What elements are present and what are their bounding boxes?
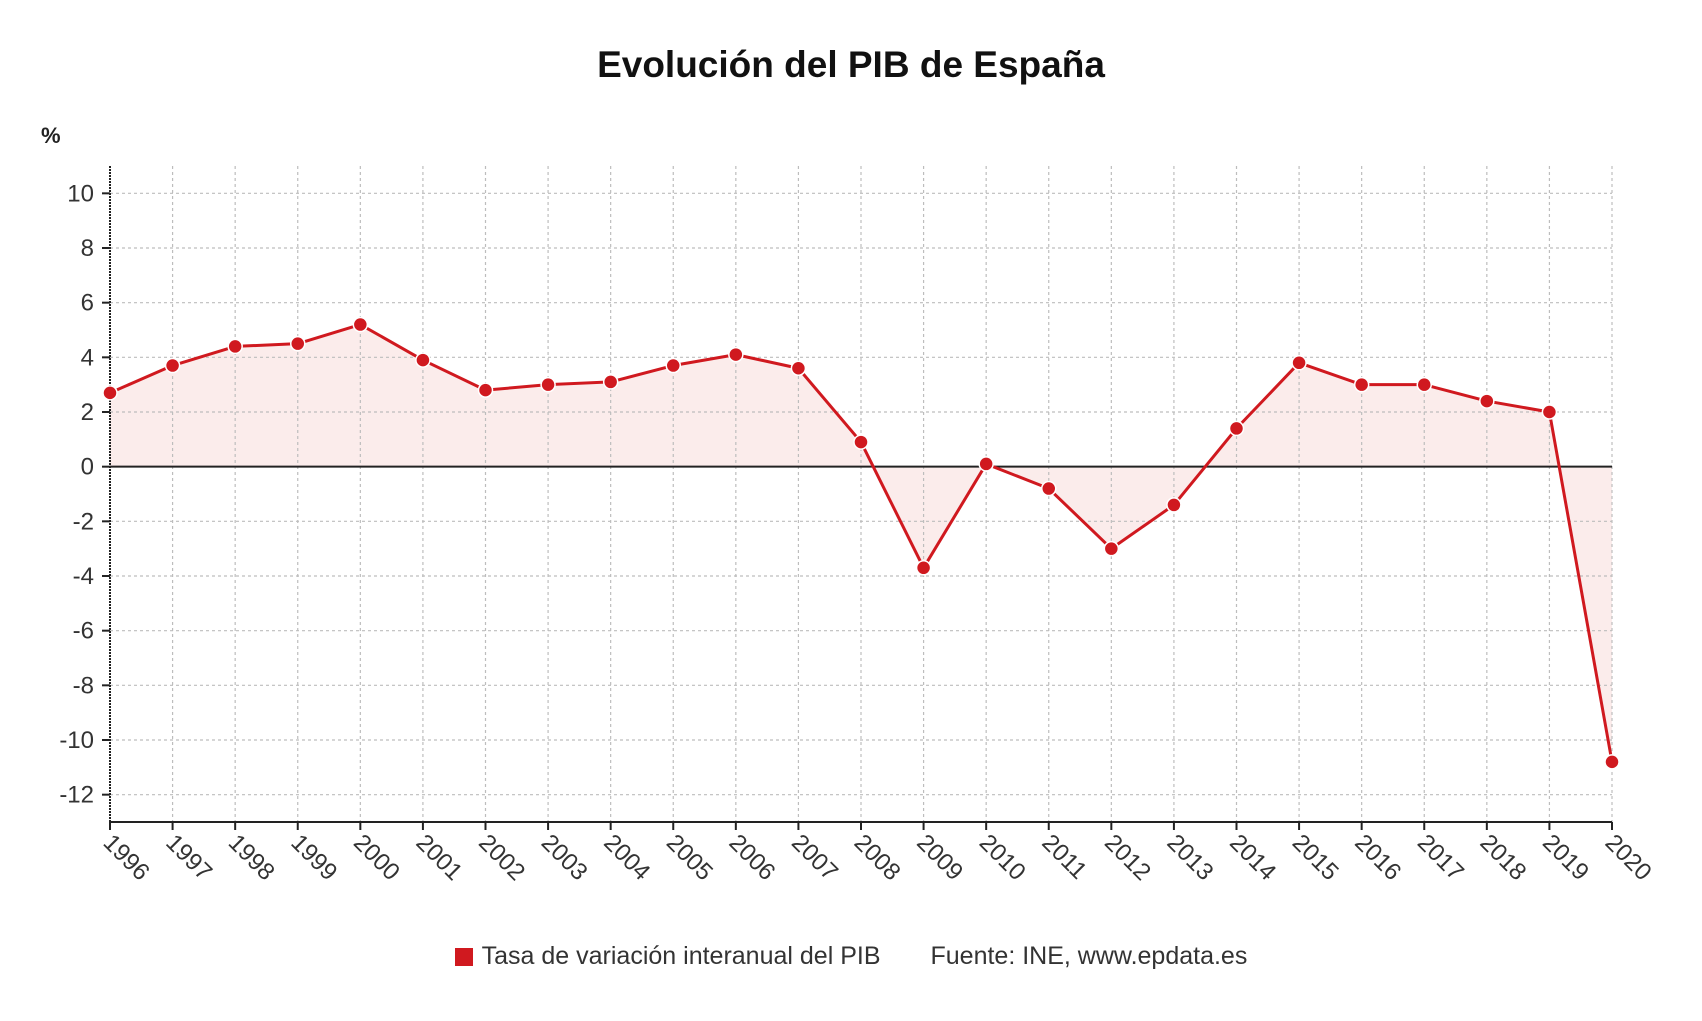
x-tick-label-2010: 2010 — [974, 829, 1031, 886]
y-tick-label-4: 4 — [81, 344, 94, 371]
y-tick-labels-group: 10 8 6 4 2 0 -2 -4 -6 -8 -10 -12 — [59, 180, 110, 809]
x-tick-label-1997: 1997 — [160, 829, 217, 886]
x-tick-label-2008: 2008 — [849, 829, 906, 886]
data-point-2014 — [1228, 420, 1245, 437]
data-point-2016 — [1353, 376, 1370, 393]
x-tick-label-2019: 2019 — [1537, 829, 1594, 886]
x-tick-label-2013: 2013 — [1162, 829, 1219, 886]
y-tick-label--6: -6 — [73, 618, 94, 645]
data-point-2018 — [1479, 393, 1495, 409]
y-tick-label--10: -10 — [59, 727, 94, 754]
legend-swatch — [454, 947, 473, 966]
data-point-2004 — [602, 374, 619, 390]
data-point-1996 — [102, 385, 118, 401]
legend-series-label: Tasa de variación interanual del PIB — [481, 942, 881, 970]
x-tick-label-2000: 2000 — [348, 829, 405, 886]
y-tick-label-6: 6 — [81, 290, 94, 317]
data-point-2020 — [1604, 754, 1620, 770]
data-point-2019 — [1541, 404, 1558, 420]
x-tick-label-2011: 2011 — [1037, 829, 1093, 885]
x-tick-label-2005: 2005 — [661, 829, 718, 886]
data-point-2001 — [415, 352, 431, 368]
data-point-2010 — [978, 456, 994, 472]
data-point-2008 — [853, 434, 869, 450]
x-tick-label-2020: 2020 — [1600, 829, 1657, 886]
x-tick-label-2012: 2012 — [1099, 829, 1156, 886]
x-tick-label-2015: 2015 — [1287, 829, 1344, 886]
y-tick-label-10: 10 — [67, 180, 94, 207]
source-text: Fuente: INE, www.epdata.es — [930, 942, 1248, 970]
x-tick-label-2006: 2006 — [724, 829, 781, 886]
data-point-2011 — [1041, 480, 1057, 497]
y-tick-label-0: 0 — [81, 454, 94, 481]
legend-source: Fuente: INE, www.epdata.es — [931, 942, 1248, 971]
data-point-2013 — [1166, 497, 1182, 513]
data-points-group — [102, 316, 1620, 770]
x-tick-label-2017: 2017 — [1412, 829, 1469, 886]
y-tick-label-8: 8 — [81, 235, 94, 262]
x-tick-label-2001: 2001 — [411, 829, 468, 886]
x-tick-label-1996: 1996 — [98, 829, 155, 886]
y-tick-label--12: -12 — [59, 782, 94, 809]
data-point-1997 — [164, 357, 181, 374]
x-tick-labels-group: 1996 1997 1998 1999 2000 2001 2002 2003 2004 2005… — [98, 822, 1657, 886]
legend: Tasa de variación interanual del PIB Fue… — [0, 942, 1702, 971]
x-tick-label-2018: 2018 — [1475, 829, 1532, 886]
x-tick-label-2003: 2003 — [536, 829, 593, 886]
data-point-2005 — [665, 357, 681, 374]
data-point-2000 — [352, 316, 369, 333]
y-tick-label--4: -4 — [73, 563, 94, 590]
x-tick-label-1999: 1999 — [286, 829, 343, 886]
x-tick-label-2004: 2004 — [598, 829, 655, 886]
x-tick-label-2014: 2014 — [1224, 829, 1281, 886]
x-tick-label-1998: 1998 — [223, 829, 280, 886]
y-axis-unit-label: % — [41, 123, 61, 148]
y-tick-label-2: 2 — [81, 399, 94, 426]
data-point-2012 — [1103, 540, 1120, 557]
x-tick-label-2009: 2009 — [911, 829, 968, 886]
y-tick-label--8: -8 — [73, 672, 94, 699]
grid-group — [110, 166, 1613, 822]
x-tick-label-2016: 2016 — [1349, 829, 1406, 886]
data-point-2002 — [477, 382, 494, 398]
x-tick-label-2007: 2007 — [786, 829, 843, 886]
data-point-1998 — [227, 338, 243, 355]
data-point-2007 — [790, 360, 807, 377]
x-tick-label-2002: 2002 — [473, 829, 530, 886]
data-point-2006 — [728, 346, 744, 363]
data-point-2017 — [1416, 376, 1432, 393]
chart-title: Evolución del PIB de España — [597, 44, 1105, 85]
y-tick-label--2: -2 — [73, 508, 94, 535]
data-point-2009 — [915, 560, 932, 576]
data-point-1999 — [290, 335, 306, 352]
data-point-2015 — [1291, 355, 1307, 371]
legend-item-series: Tasa de variación interanual del PIB — [454, 942, 881, 971]
data-point-2003 — [540, 376, 556, 393]
